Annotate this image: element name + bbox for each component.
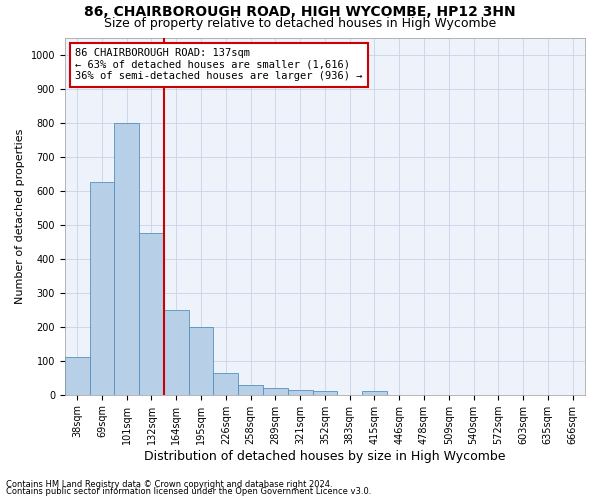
- Text: Contains HM Land Registry data © Crown copyright and database right 2024.: Contains HM Land Registry data © Crown c…: [6, 480, 332, 489]
- Bar: [89, 182, 115, 394]
- Y-axis label: Number of detached properties: Number of detached properties: [15, 128, 25, 304]
- Bar: [188, 326, 214, 394]
- Bar: [263, 388, 288, 394]
- Bar: [362, 392, 387, 394]
- Bar: [65, 358, 89, 395]
- X-axis label: Distribution of detached houses by size in High Wycombe: Distribution of detached houses by size …: [144, 450, 506, 462]
- Bar: [214, 372, 238, 394]
- Bar: [313, 392, 337, 394]
- Bar: [115, 122, 139, 394]
- Bar: [238, 385, 263, 394]
- Bar: [139, 233, 164, 394]
- Text: 86 CHAIRBOROUGH ROAD: 137sqm
← 63% of detached houses are smaller (1,616)
36% of: 86 CHAIRBOROUGH ROAD: 137sqm ← 63% of de…: [75, 48, 362, 82]
- Text: Size of property relative to detached houses in High Wycombe: Size of property relative to detached ho…: [104, 18, 496, 30]
- Bar: [164, 310, 188, 394]
- Text: Contains public sector information licensed under the Open Government Licence v3: Contains public sector information licen…: [6, 487, 371, 496]
- Text: 86, CHAIRBOROUGH ROAD, HIGH WYCOMBE, HP12 3HN: 86, CHAIRBOROUGH ROAD, HIGH WYCOMBE, HP1…: [84, 5, 516, 19]
- Bar: [288, 390, 313, 394]
